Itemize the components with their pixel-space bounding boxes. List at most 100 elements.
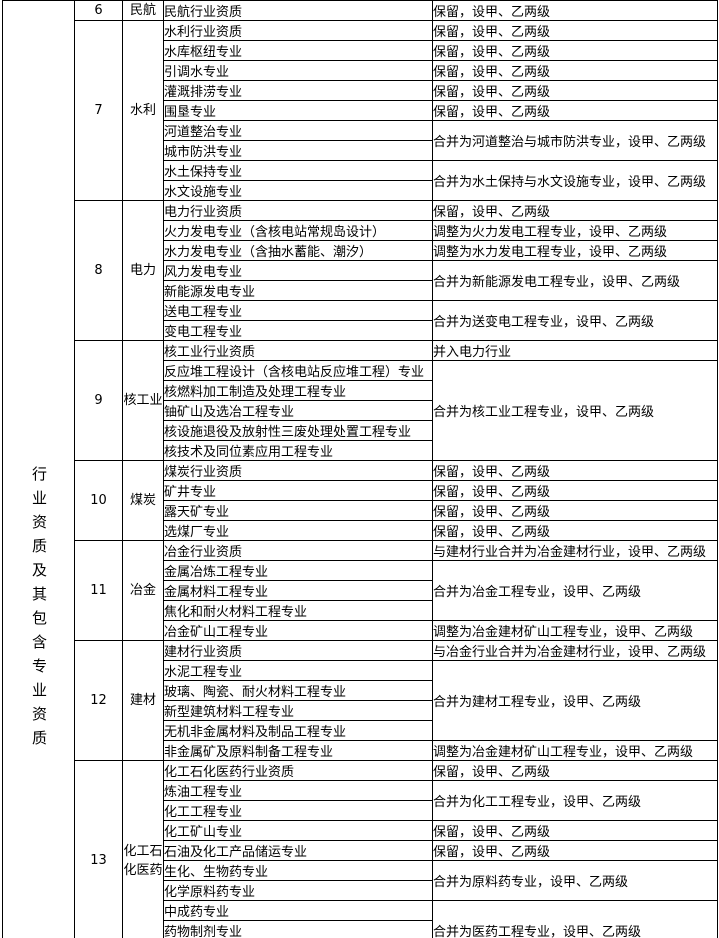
group-number-cell: 8 [74,200,123,341]
table-row: 中成药专业 合并为医药工程专业，设甲、乙两级 [3,900,718,938]
specialty-cell: 焦化和耐火材料工程专业 [163,600,433,621]
result-cell: 保留，设甲、乙两级 [432,80,718,101]
specialty-cell: 水泥工程专业 [163,660,433,681]
specialty-cell: 核燃料加工制造及处理工程专业 [163,380,433,401]
industry-name-cell: 水利 [122,20,164,201]
table-row: 水土保持专业 合并为水土保持与水文设施专业，设甲、乙两级 [3,160,718,201]
group-number-cell: 6 [74,0,123,21]
specialty-cell: 反应堆工程设计（含核电站反应堆工程）专业 [163,360,433,381]
specialty-cell: 化工工程专业 [163,800,433,821]
table-row: 铀矿山及选冶工程专业 [3,400,718,421]
specialty-cell: 露天矿专业 [163,500,433,521]
table-row: 核燃料加工制造及处理工程专业 [3,380,718,401]
result-cell: 保留，设甲、乙两级 [432,100,718,121]
specialty-cell: 引调水专业 [163,60,433,81]
result-cell: 并入电力行业 [432,340,718,361]
result-cell: 调整为冶金建材矿山工程专业，设甲、乙两级 [432,620,718,641]
table-row: 化工工程专业 [3,800,718,821]
specialty-cell: 风力发电专业 [163,260,433,281]
table-row: 11 冶金 冶金行业资质 与建材行业合并为冶金建材行业，设甲、乙两级 [3,540,718,641]
specialty-cell: 水库枢纽专业 [163,40,433,61]
specialty-cell: 石油及化工产品储运专业 [163,840,433,861]
table-row: 城市防洪专业 [3,140,718,161]
industry-name-cell: 电力 [122,200,164,341]
result-cell: 保留，设甲、乙两级 [432,60,718,81]
result-cell: 合并为水土保持与水文设施专业，设甲、乙两级 [432,160,718,201]
result-cell: 保留，设甲、乙两级 [432,460,718,481]
specialty-cell: 玻璃、陶瓷、耐火材料工程专业 [163,680,433,701]
group-number-cell: 9 [74,340,123,461]
table-row: 9 核工业 核工业行业资质 并入电力行业 [3,340,718,461]
industry-name-cell: 民航 [122,0,164,21]
specialty-cell: 化工石化医药行业资质 [163,760,433,781]
specialty-cell: 中成药专业 [163,900,433,921]
specialty-cell: 河道整治专业 [163,120,433,141]
result-cell: 调整为水力发电工程专业，设甲、乙两级 [432,240,718,261]
specialty-cell: 铀矿山及选冶工程专业 [163,400,433,421]
table-row: 河道整治专业 合并为河道整治与城市防洪专业，设甲、乙两级 [3,120,718,161]
table-row: 8 电力 电力行业资质 保留，设甲、乙两级 [3,200,718,341]
table-row: 7 水利 水利行业资质 保留，设甲、乙两级 [3,20,718,201]
specialty-cell: 选煤厂专业 [163,520,433,541]
result-cell: 合并为新能源发电工程专业，设甲、乙两级 [432,260,718,301]
specialty-cell: 新能源发电专业 [163,280,433,301]
specialty-cell: 炼油工程专业 [163,780,433,801]
row-header-cell: 行业资质及其包含专业资质 [2,0,75,938]
specialty-cell: 建材行业资质 [163,640,433,661]
result-cell: 保留，设甲、乙两级 [432,20,718,41]
result-cell: 合并为化工工程专业，设甲、乙两级 [432,780,718,821]
group-number-cell: 11 [74,540,123,641]
result-cell: 合并为原料药专业，设甲、乙两级 [432,860,718,901]
table-row: 核技术及同位素应用工程专业 [3,440,718,461]
result-cell: 保留，设甲、乙两级 [432,820,718,841]
specialty-cell: 生化、生物药专业 [163,860,433,881]
industry-name-cell: 核工业 [122,340,164,461]
specialty-cell: 变电工程专业 [163,320,433,341]
result-cell: 调整为冶金建材矿山工程专业，设甲、乙两级 [432,740,718,761]
result-cell: 保留，设甲、乙两级 [432,520,718,541]
group-number-cell: 12 [74,640,123,761]
table-row: 10 煤炭 煤炭行业资质 保留，设甲、乙两级 [3,460,718,541]
specialty-cell: 水力发电专业（含抽水蓄能、潮汐） [163,240,433,261]
result-cell: 保留，设甲、乙两级 [432,500,718,521]
specialty-cell: 核技术及同位素应用工程专业 [163,440,433,461]
specialty-cell: 矿井专业 [163,480,433,501]
specialty-cell: 火力发电专业（含核电站常规岛设计） [163,220,433,241]
table-row: 冶金矿山工程专业 调整为冶金建材矿山工程专业，设甲、乙两级 [3,620,718,641]
specialty-cell: 送电工程专业 [163,300,433,321]
specialty-cell: 新型建筑材料工程专业 [163,700,433,721]
result-cell: 与建材行业合并为冶金建材行业，设甲、乙两级 [432,540,718,561]
table-row: 化学原料药专业 [3,880,718,901]
result-cell: 合并为河道整治与城市防洪专业，设甲、乙两级 [432,120,718,161]
result-cell: 保留，设甲、乙两级 [432,760,718,781]
industry-name-cell: 化工石化医药 [122,760,164,938]
table-row: 石油及化工产品储运专业 保留，设甲、乙两级 [3,840,718,861]
specialty-cell: 核设施退役及放射性三废处理处置工程专业 [163,420,433,441]
result-cell: 调整为火力发电工程专业，设甲、乙两级 [432,220,718,241]
specialty-cell: 化学原料药专业 [163,880,433,901]
specialty-cell: 金属材料工程专业 [163,580,433,601]
table-row: 矿井专业 保留，设甲、乙两级 [3,480,718,501]
table-row: 无机非金属材料及制品工程专业 [3,720,718,741]
specialty-cell: 民航行业资质 [163,0,433,21]
specialty-cell: 灌溉排涝专业 [163,80,433,101]
result-cell: 保留，设甲、乙两级 [432,480,718,501]
result-cell: 合并为建材工程专业，设甲、乙两级 [432,660,718,741]
group-number-cell: 10 [74,460,123,541]
group-number-cell: 13 [74,760,123,938]
table-row: 送电工程专业 合并为送变电工程专业，设甲、乙两级 [3,300,718,341]
table-row: 12 建材 建材行业资质 与冶金行业合并为冶金建材行业，设甲、乙两级 [3,640,718,761]
result-cell: 合并为送变电工程专业，设甲、乙两级 [432,300,718,341]
result-cell: 保留，设甲、乙两级 [432,0,718,21]
industry-name-cell: 冶金 [122,540,164,641]
specialty-cell: 无机非金属材料及制品工程专业 [163,720,433,741]
specialty-cell: 化工矿山专业 [163,820,433,841]
specialty-cell: 非金属矿及原料制备工程专业 [163,740,433,761]
specialty-cell: 煤炭行业资质 [163,460,433,481]
table-row: 炼油工程专业 合并为化工工程专业，设甲、乙两级 [3,780,718,821]
table-row: 火力发电专业（含核电站常规岛设计） 调整为火力发电工程专业，设甲、乙两级 [3,220,718,241]
table-row: 水力发电专业（含抽水蓄能、潮汐） 调整为水力发电工程专业，设甲、乙两级 [3,240,718,261]
specialty-cell: 水利行业资质 [163,20,433,41]
